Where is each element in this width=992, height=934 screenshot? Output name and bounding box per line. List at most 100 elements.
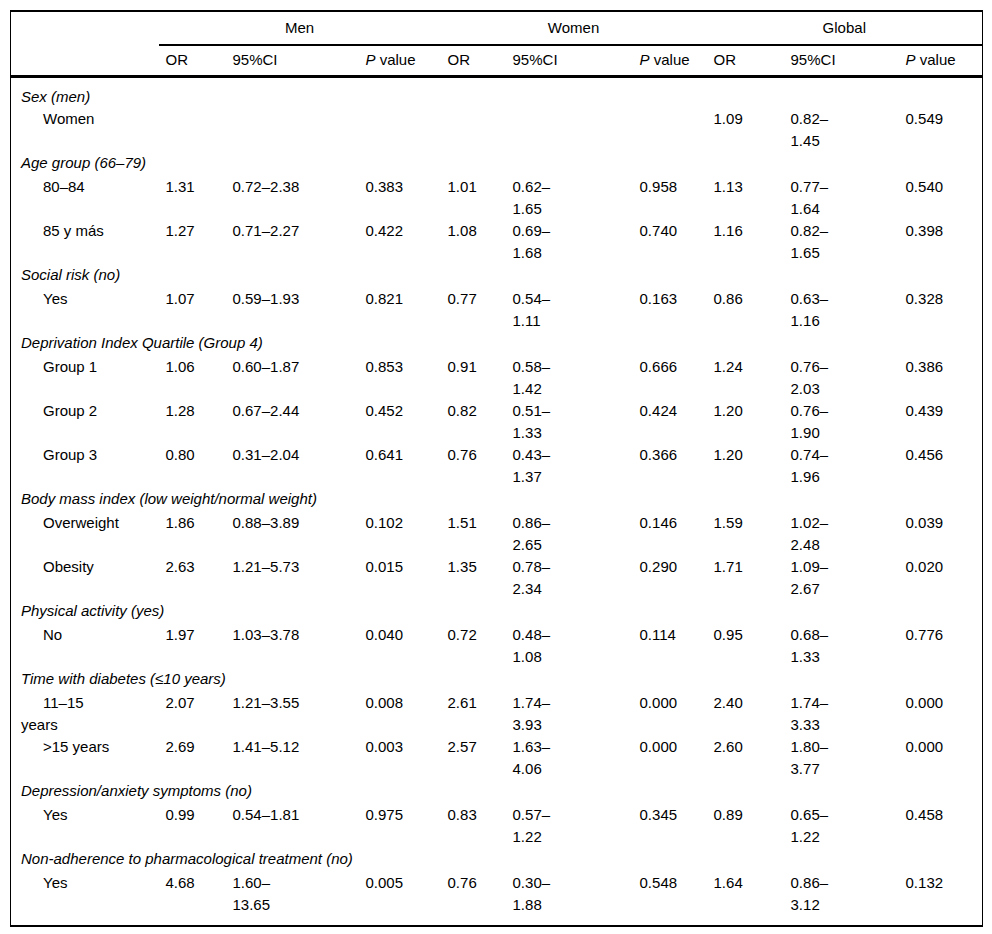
global-or-column-header: OR: [707, 45, 784, 76]
men-or-cell: 2.63: [159, 556, 226, 600]
global-or-cell: 1.09: [707, 108, 784, 152]
section-header: Depression/anxiety symptoms (no): [11, 780, 983, 804]
men-ci-cell: 1.21–3.55: [226, 692, 359, 736]
global-or-cell: 2.60: [707, 736, 784, 780]
women-or-cell: 1.35: [441, 556, 506, 600]
global-p-cell: 0.000: [899, 736, 983, 780]
women-or-cell: 1.08: [441, 220, 506, 264]
table-row: 80–841.310.72–2.380.3831.010.62– 1.650.9…: [11, 176, 983, 220]
women-or-cell: 0.72: [441, 624, 506, 668]
women-or-column-header: OR: [441, 45, 506, 76]
global-p-cell: 0.020: [899, 556, 983, 600]
women-ci-cell: 1.63– 4.06: [506, 736, 633, 780]
row-label: No: [11, 624, 159, 668]
men-ci-cell: 0.31–2.04: [226, 444, 359, 488]
women-or-cell: [441, 108, 506, 152]
global-ci-cell: 0.82– 1.65: [784, 220, 899, 264]
global-p-cell: 0.540: [899, 176, 983, 220]
women-p-cell: 0.163: [633, 288, 707, 332]
global-p-cell: 0.776: [899, 624, 983, 668]
men-p-cell: [359, 108, 441, 152]
men-ci-cell: 0.88–3.89: [226, 512, 359, 556]
p-italic: P: [366, 51, 376, 68]
men-or-cell: 4.68: [159, 872, 226, 926]
men-pvalue-column-header: P value: [359, 45, 441, 76]
women-ci-cell: 0.69– 1.68: [506, 220, 633, 264]
global-or-cell: 2.40: [707, 692, 784, 736]
women-group-header: Women: [441, 11, 707, 45]
women-ci-column-header: 95%CI: [506, 45, 633, 76]
global-or-cell: 1.71: [707, 556, 784, 600]
p-italic: P: [906, 51, 916, 68]
row-label: Obesity: [11, 556, 159, 600]
men-or-cell: 1.86: [159, 512, 226, 556]
women-or-cell: 0.82: [441, 400, 506, 444]
women-ci-cell: 0.43– 1.37: [506, 444, 633, 488]
women-ci-cell: 0.78– 2.34: [506, 556, 633, 600]
women-pvalue-column-header: P value: [633, 45, 707, 76]
section-header: Social risk (no): [11, 264, 983, 288]
men-p-cell: 0.008: [359, 692, 441, 736]
table-row: Obesity2.631.21–5.730.0151.350.78– 2.340…: [11, 556, 983, 600]
table-body: Sex (men)Women1.090.82– 1.450.549Age gro…: [11, 76, 983, 926]
women-ci-cell: 0.54– 1.11: [506, 288, 633, 332]
global-or-cell: 1.13: [707, 176, 784, 220]
men-ci-cell: 1.41–5.12: [226, 736, 359, 780]
women-p-cell: 0.366: [633, 444, 707, 488]
men-ci-cell: 1.03–3.78: [226, 624, 359, 668]
women-ci-cell: 0.48– 1.08: [506, 624, 633, 668]
men-p-cell: 0.641: [359, 444, 441, 488]
section-row: Body mass index (low weight/normal weigh…: [11, 488, 983, 512]
women-or-cell: 1.01: [441, 176, 506, 220]
global-ci-cell: 0.82– 1.45: [784, 108, 899, 152]
men-or-cell: 1.06: [159, 356, 226, 400]
global-ci-cell: 0.74– 1.96: [784, 444, 899, 488]
women-ci-cell: 1.74– 3.93: [506, 692, 633, 736]
section-header: Physical activity (yes): [11, 600, 983, 624]
men-or-cell: 1.07: [159, 288, 226, 332]
section-header: Deprivation Index Quartile (Group 4): [11, 332, 983, 356]
table-row: 11–15 years2.071.21–3.550.0082.611.74– 3…: [11, 692, 983, 736]
men-ci-cell: 0.54–1.81: [226, 804, 359, 848]
men-p-cell: 0.422: [359, 220, 441, 264]
p-rest: value: [650, 51, 690, 68]
global-p-cell: 0.549: [899, 108, 983, 152]
row-label: Yes: [11, 288, 159, 332]
section-row: Depression/anxiety symptoms (no): [11, 780, 983, 804]
men-or-cell: 2.69: [159, 736, 226, 780]
row-label: Yes: [11, 804, 159, 848]
global-group-header: Global: [707, 11, 983, 45]
women-or-cell: 0.77: [441, 288, 506, 332]
global-ci-cell: 1.02– 2.48: [784, 512, 899, 556]
p-italic: P: [640, 51, 650, 68]
table-row: Group 30.800.31–2.040.6410.760.43– 1.370…: [11, 444, 983, 488]
men-or-column-header: OR: [159, 45, 226, 76]
global-pvalue-column-header: P value: [899, 45, 983, 76]
row-label: Women: [11, 108, 159, 152]
men-or-cell: 1.97: [159, 624, 226, 668]
men-p-cell: 0.102: [359, 512, 441, 556]
global-or-cell: 1.20: [707, 400, 784, 444]
women-p-cell: 0.146: [633, 512, 707, 556]
men-p-cell: 0.975: [359, 804, 441, 848]
odds-ratio-table: Men Women Global OR 95%CI P value OR 95%…: [10, 10, 983, 927]
women-p-cell: 0.000: [633, 692, 707, 736]
global-ci-cell: 0.76– 1.90: [784, 400, 899, 444]
section-header: Non-adherence to pharmacological treatme…: [11, 848, 983, 872]
row-label: 85 y más: [11, 220, 159, 264]
women-p-cell: 0.000: [633, 736, 707, 780]
table-row: Group 11.060.60–1.870.8530.910.58– 1.420…: [11, 356, 983, 400]
women-ci-cell: 0.57– 1.22: [506, 804, 633, 848]
section-row: Non-adherence to pharmacological treatme…: [11, 848, 983, 872]
global-ci-cell: 0.86– 3.12: [784, 872, 899, 926]
men-ci-cell: 0.60–1.87: [226, 356, 359, 400]
table-row: No1.971.03–3.780.0400.720.48– 1.080.1140…: [11, 624, 983, 668]
p-rest: value: [916, 51, 956, 68]
women-p-cell: 0.424: [633, 400, 707, 444]
men-p-cell: 0.040: [359, 624, 441, 668]
table-row: Overweight1.860.88–3.890.1021.510.86– 2.…: [11, 512, 983, 556]
p-rest: value: [376, 51, 416, 68]
men-ci-cell: 0.67–2.44: [226, 400, 359, 444]
men-or-cell: 1.28: [159, 400, 226, 444]
table-row: Group 21.280.67–2.440.4520.820.51– 1.330…: [11, 400, 983, 444]
